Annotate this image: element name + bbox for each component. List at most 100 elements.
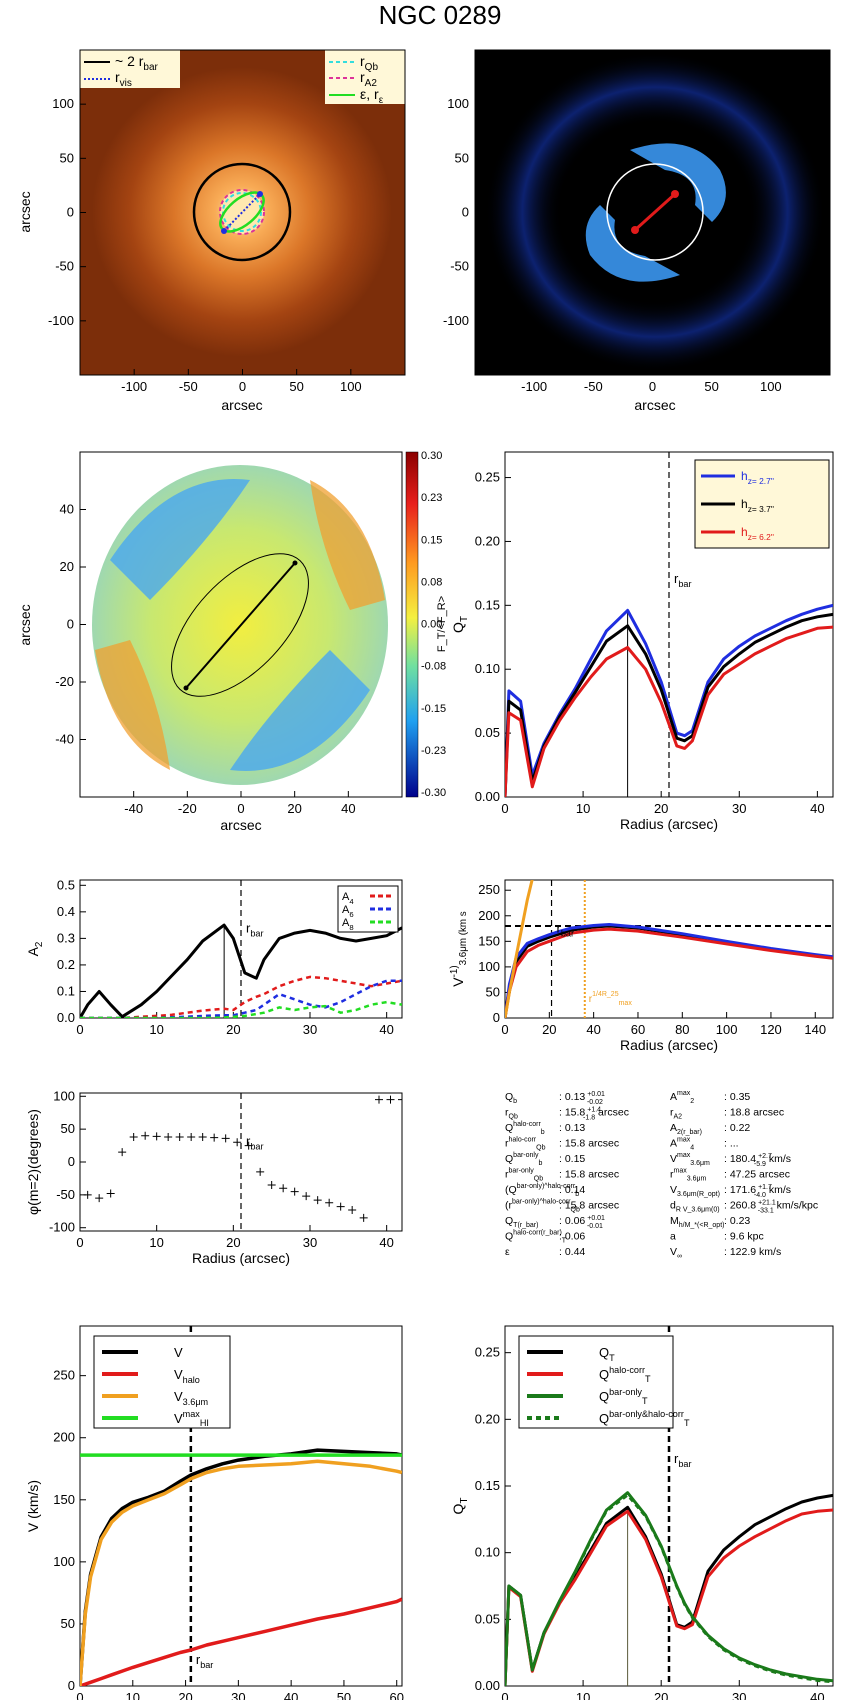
legend-label: hz= 2.7'' [741, 469, 774, 486]
force-lobe-blue [230, 650, 370, 771]
series-line-q-t-bar-only [505, 1491, 833, 1686]
parameter-line: (rbar-only)^halo-corrQb: 15.8 arcsec [505, 1199, 619, 1214]
bar-major-axis [185, 562, 296, 689]
x-tick-label: 50 [289, 379, 303, 394]
parameter-line: a: 9.6 kpc [670, 1231, 764, 1243]
force-map-panel: 0.30 0.23 0.15 0.08 0.00 -0.08 -0.15 -0.23 -0.30… [17, 450, 448, 833]
colorbar-tick-label: -0.23 [421, 745, 446, 757]
series-line-v-3-6-m [80, 1459, 402, 1686]
svg-text:rQb: rQb [360, 53, 378, 73]
force-lobe-orange [95, 640, 170, 770]
phase-point [359, 1213, 368, 1222]
colorbar-tick-label: 0.15 [421, 534, 442, 546]
parameter-line: rQb: 15.8 +1.4 -1.8 arcsec [505, 1107, 629, 1122]
rbar-label: rbar [674, 571, 692, 589]
phase-point [83, 1190, 92, 1199]
y-tick-label: 0.00 [475, 1678, 500, 1693]
x-tick-label: 20 [226, 1235, 240, 1250]
x-tick-label: 50 [704, 379, 718, 394]
rbar-label: rbar [246, 1133, 264, 1151]
x-tick-label: 10 [576, 1690, 590, 1700]
force-map-ylabel: arcsec [17, 604, 33, 645]
legend-label: A6 [342, 904, 354, 919]
bar-axis-line [633, 192, 677, 232]
x-tick-label: 40 [810, 801, 824, 816]
y-tick-label: 0.4 [57, 904, 75, 919]
y-tick-label: 0.5 [57, 877, 75, 892]
bar-end-point [631, 226, 639, 234]
y-tick-label: -40 [55, 732, 74, 747]
y-tick-label: 0.15 [475, 1478, 500, 1493]
y-tick-label: 0 [67, 617, 74, 632]
legend-label: VmaxHI [174, 1409, 209, 1428]
x-tick-label: 0 [76, 1022, 83, 1037]
legend-label: QT [599, 1345, 615, 1363]
x-tick-label: -50 [179, 379, 198, 394]
x-tick-label: 20 [226, 1022, 240, 1037]
colorbar-tick-label: 0.08 [421, 576, 442, 588]
colorbar-tick-label: 0.23 [421, 492, 442, 504]
x-tick-label: 120 [760, 1022, 782, 1037]
phase-point [375, 1095, 383, 1104]
colorbar-tick-label: -0.15 [421, 703, 446, 715]
rbar-label: rbar [246, 920, 264, 938]
x-tick-label: 100 [760, 379, 782, 394]
x-axis-label: Radius (arcsec) [620, 1037, 718, 1053]
y-tick-label: 0.05 [475, 725, 500, 740]
y-tick-label: 0.2 [57, 957, 75, 972]
phase-point [141, 1131, 150, 1140]
series-line-a-4 [80, 975, 402, 1018]
y-tick-label: 150 [478, 933, 500, 948]
parameter-line: rA2: 18.8 arcsec [670, 1107, 784, 1121]
phase-point [386, 1095, 395, 1104]
parameter-line: (Qbar-only)^halo-corrb: 0.14 [505, 1183, 585, 1198]
rvis-line [223, 193, 261, 232]
x-tick-label: -100 [121, 379, 147, 394]
y-tick-label: -50 [55, 259, 74, 274]
legend-left-box [80, 50, 180, 88]
phase-point [302, 1192, 311, 1201]
y-tick-label: 50 [60, 150, 74, 165]
parameter-line: Amax4: ... [670, 1137, 739, 1152]
y-tick-label: 100 [53, 1088, 75, 1103]
svg-text:ε, rε: ε, rε [360, 86, 384, 106]
parameter-line: Qhalo-corrb: 0.13 [505, 1121, 585, 1136]
bar-end-point [257, 191, 263, 197]
x-tick-label: 60 [631, 1022, 645, 1037]
x-tick-label: 40 [810, 1690, 824, 1700]
y-axis-label: φ(m=2)(degrees) [25, 1109, 41, 1215]
parameter-line: Amax2: 0.35 [670, 1090, 750, 1105]
parameter-line: Mh/M_*(<R_opt): 0.23 [670, 1215, 750, 1229]
bar-end-point [183, 685, 189, 691]
residual-xlabel: arcsec [634, 397, 675, 413]
qt-corr-chart: 0102030400.000.050.100.150.200.25Radius … [450, 1325, 834, 1700]
phase-point [175, 1133, 184, 1142]
x-tick-label: 10 [576, 801, 590, 816]
x-tick-label: 0 [239, 379, 246, 394]
y-tick-label: 20 [60, 559, 74, 574]
phase-point [164, 1133, 173, 1142]
x-tick-label: 0 [501, 1690, 508, 1700]
legend-2rbar-sub: bar [143, 62, 158, 73]
bar-end-point [221, 228, 227, 234]
parameter-line: V∞: 122.9 km/s [670, 1246, 781, 1260]
x-tick-label: 10 [126, 1690, 140, 1700]
x-tick-label: 20 [178, 1690, 192, 1700]
two-rbar-circle [192, 162, 292, 262]
series-line-a-2 [80, 923, 402, 1018]
y-tick-label: 0.10 [475, 661, 500, 676]
phase-point [118, 1148, 127, 1157]
legend-ra2-label: r [360, 69, 365, 85]
y-tick-label: 0.25 [475, 470, 500, 485]
phase-point [279, 1184, 288, 1193]
vcurve-chart: 0102030405060050100150200250Radius (arcs… [25, 1325, 404, 1700]
x-tick-label: 30 [303, 1235, 317, 1250]
phase-point [152, 1132, 161, 1141]
y-tick-label: -100 [443, 313, 469, 328]
x-tick-label: 30 [732, 1690, 746, 1700]
y-tick-label: 0 [68, 1154, 75, 1169]
y-tick-label: 0.00 [475, 789, 500, 804]
x-axis-label: Radius (arcsec) [192, 1250, 290, 1266]
parameter-line: V3.6μm(R_opt): 171.6 +1.7 -4.0 km/s [670, 1184, 791, 1199]
